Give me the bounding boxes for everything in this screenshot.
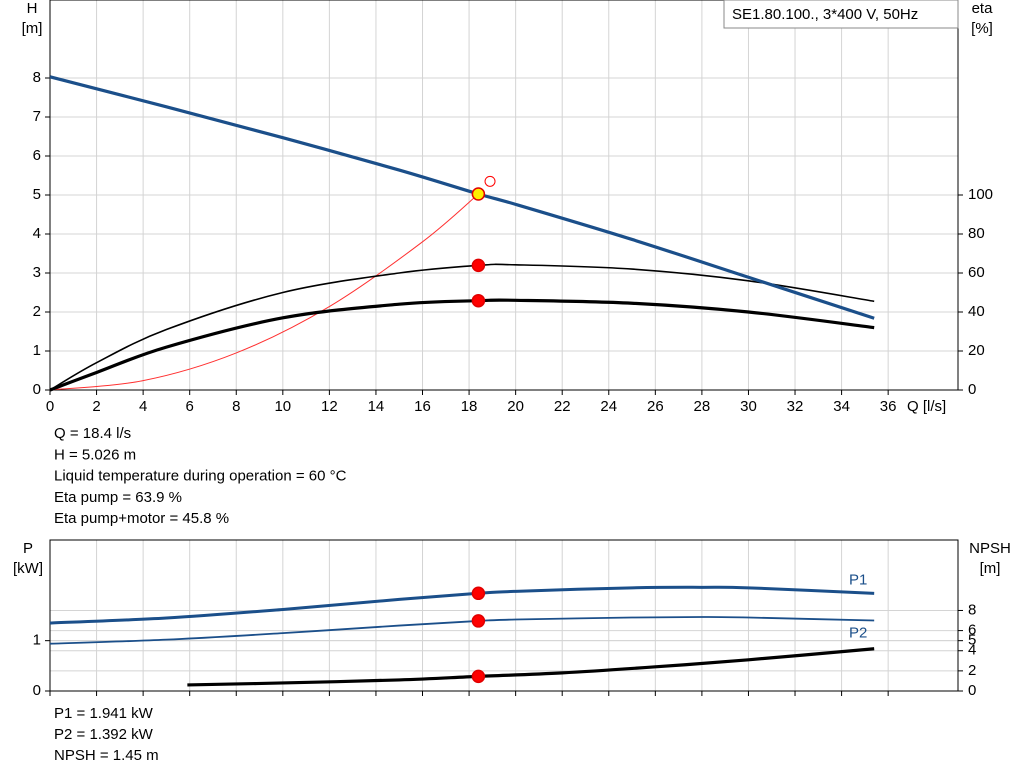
curve	[187, 647, 875, 687]
x-tick-label: 2	[92, 398, 100, 415]
y2-axis-label: NPSH	[969, 540, 1011, 557]
readout-line: NPSH = 1.45 m	[54, 747, 159, 764]
x-tick-label: 6	[186, 398, 194, 415]
y-axis-label: P	[23, 540, 33, 557]
y2-tick-label: 40	[968, 303, 985, 320]
y-tick-label: 3	[33, 264, 41, 281]
y2-tick-label: 60	[968, 264, 985, 281]
x-tick-label: 24	[600, 398, 617, 415]
y-tick-label: 2	[33, 303, 41, 320]
readout-line: P2 = 1.392 kW	[54, 726, 154, 743]
readout-line: P1 = 1.941 kW	[54, 705, 154, 722]
y-tick-label: 8	[33, 69, 41, 86]
readout-line: Q = 18.4 l/s	[54, 425, 131, 442]
x-tick-label: 26	[647, 398, 664, 415]
y-tick-label: 1	[33, 342, 41, 359]
y-tick-label: 1	[33, 632, 41, 649]
y-tick-label: 4	[33, 225, 41, 242]
y-tick-label: 0	[33, 381, 41, 398]
y2-tick-label: 5	[968, 632, 976, 649]
y2-tick-label: 0	[968, 682, 976, 699]
duty-point	[471, 614, 486, 628]
y-tick-label: 5	[33, 186, 41, 203]
duty-point	[471, 258, 486, 273]
plot-frame	[49, 0, 959, 391]
x-tick-label: 20	[507, 398, 524, 415]
curve	[49, 263, 875, 391]
duty-point	[471, 669, 486, 684]
series-label: P1	[849, 571, 867, 588]
x-tick-label: 12	[321, 398, 338, 415]
series-label: P2	[849, 625, 867, 642]
y2-tick-label: 20	[968, 342, 985, 359]
y2-axis-label: eta	[972, 0, 994, 17]
duty-point	[471, 586, 486, 601]
plot-frame	[49, 539, 959, 692]
x-axis-label: Q [l/s]	[907, 398, 946, 415]
y-axis-label: [kW]	[13, 560, 43, 577]
x-tick-label: 16	[414, 398, 431, 415]
x-tick-label: 34	[833, 398, 850, 415]
y-tick-label: 6	[33, 147, 41, 164]
x-tick-label: 14	[368, 398, 385, 415]
y-tick-label: 0	[33, 682, 41, 699]
y-axis-label: [m]	[22, 20, 43, 37]
y2-tick-label: 2	[968, 662, 976, 679]
model-box	[723, 0, 959, 29]
curve	[49, 585, 875, 625]
readout-line: Eta pump = 63.9 %	[54, 489, 182, 506]
x-tick-label: 28	[694, 398, 711, 415]
y2-axis-label: [%]	[971, 20, 993, 37]
x-tick-label: 0	[46, 398, 54, 415]
curve	[49, 616, 875, 645]
point	[484, 175, 496, 187]
y2-tick-label: 4	[968, 642, 976, 659]
readout-line: Eta pump+motor = 45.8 %	[54, 510, 229, 527]
duty-point	[471, 187, 486, 201]
x-tick-label: 18	[461, 398, 478, 415]
x-tick-label: 36	[880, 398, 897, 415]
y2-tick-label: 80	[968, 225, 985, 242]
x-tick-label: 30	[740, 398, 757, 415]
x-tick-label: 10	[274, 398, 291, 415]
x-tick-label: 32	[787, 398, 804, 415]
readout-line: Liquid temperature during operation = 60…	[54, 468, 347, 485]
curve	[49, 298, 875, 392]
x-tick-label: 8	[232, 398, 240, 415]
x-tick-label: 4	[139, 398, 147, 415]
y2-tick-label: 100	[968, 186, 993, 203]
y2-tick-label: 0	[968, 381, 976, 398]
duty-point	[471, 293, 486, 308]
y2-tick-label: 6	[968, 622, 976, 639]
curve	[49, 193, 479, 391]
x-tick-label: 22	[554, 398, 571, 415]
y-axis-label: H	[27, 0, 38, 17]
model-label: SE1.80.100., 3*400 V, 50Hz	[732, 6, 918, 23]
y2-axis-label: [m]	[980, 560, 1001, 577]
y2-tick-label: 8	[968, 601, 976, 618]
curve	[49, 75, 875, 320]
y-tick-label: 7	[33, 108, 41, 125]
readout-line: H = 5.026 m	[54, 446, 136, 463]
